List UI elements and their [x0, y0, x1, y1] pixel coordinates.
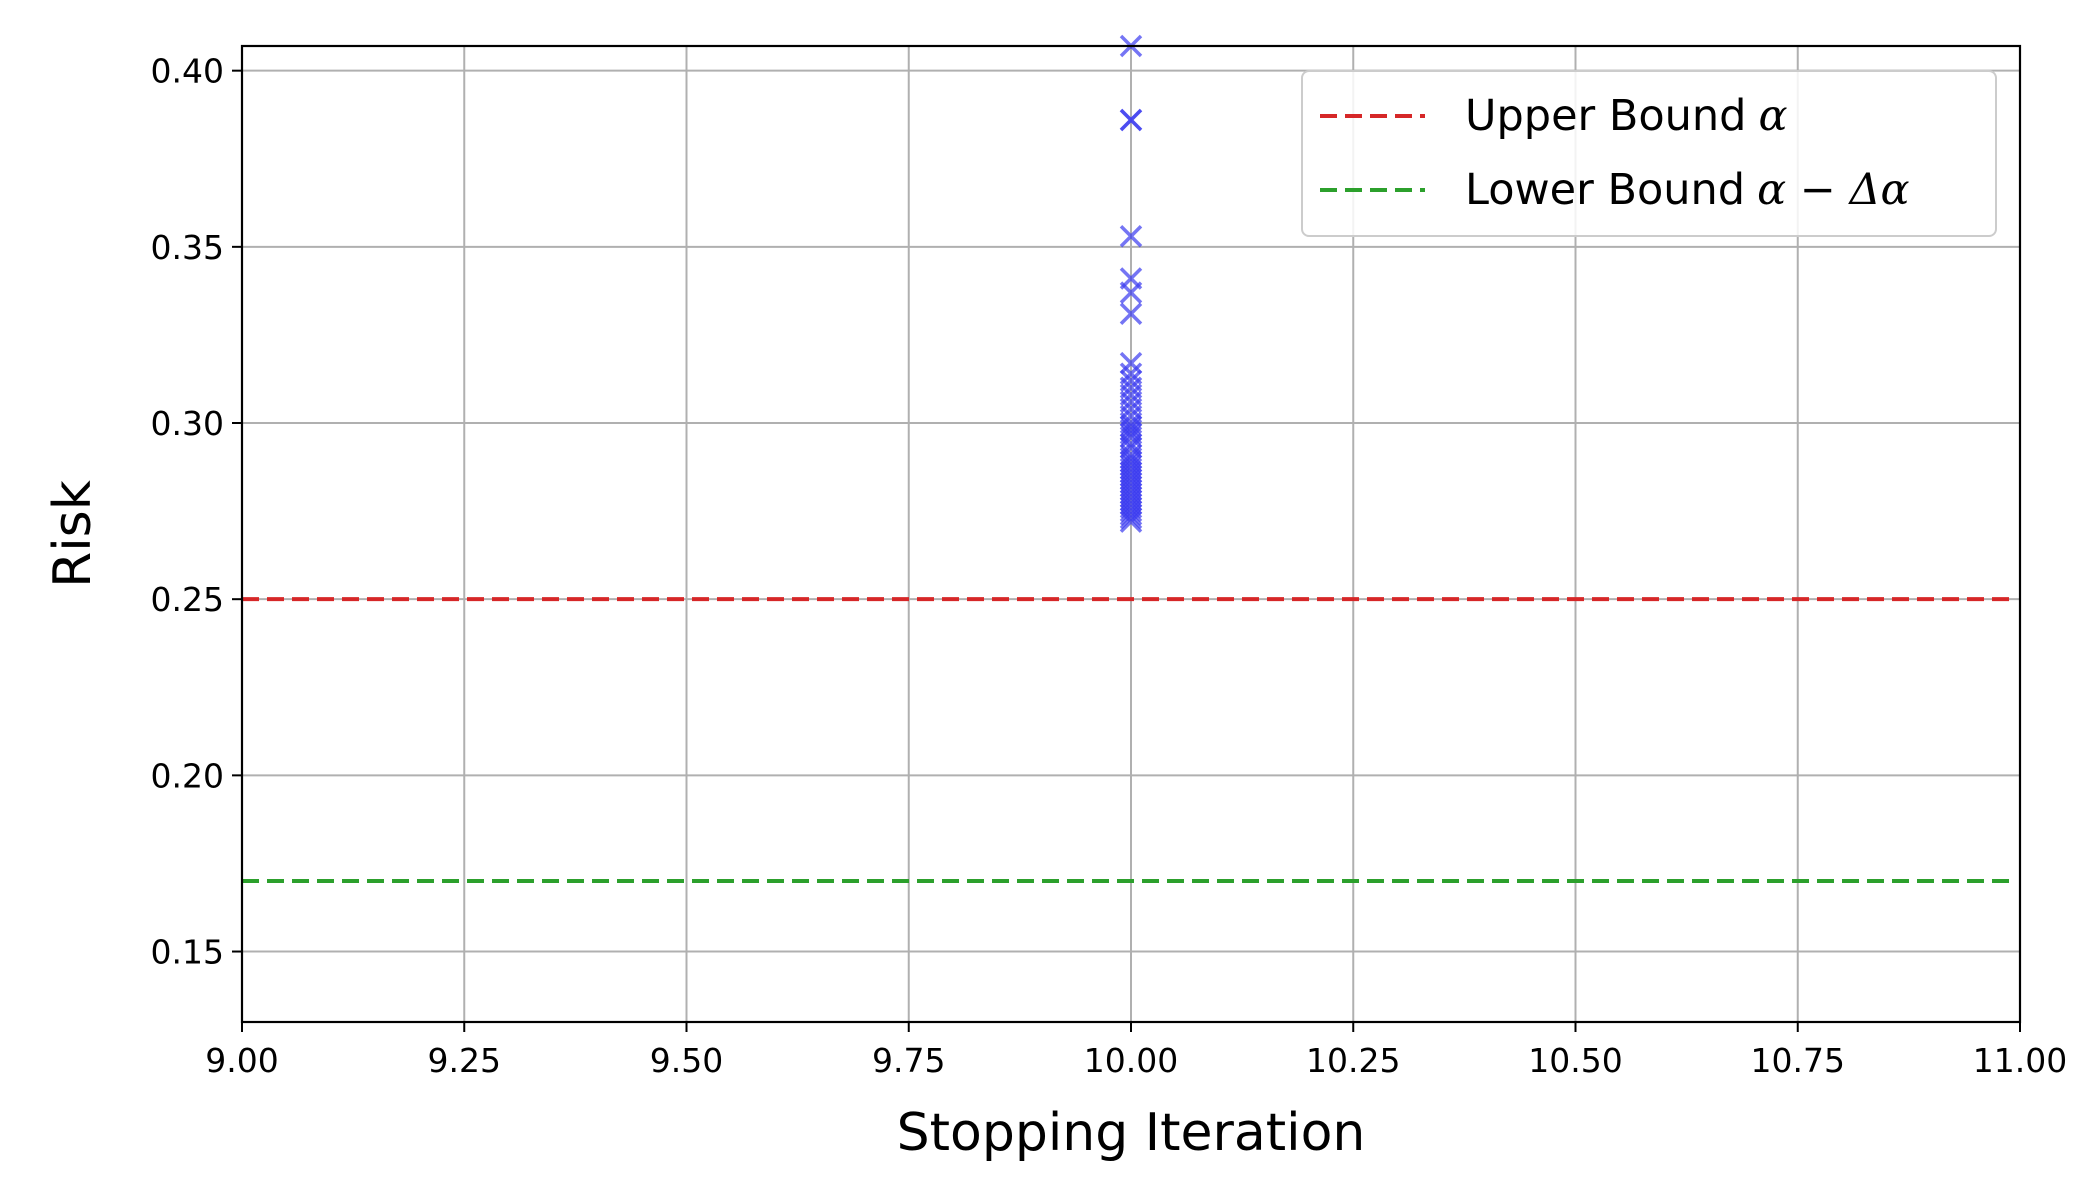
- legend-lower-symbol: α − Δα: [1757, 165, 1910, 215]
- scatter-point: [1119, 425, 1143, 449]
- legend-label-lower-bound: Lower Bound α − Δα: [1465, 165, 1910, 215]
- y-tick-label: 0.30: [151, 404, 224, 443]
- scatter-point: [1119, 108, 1143, 132]
- x-tick-label: 9.25: [428, 1041, 501, 1080]
- scatter-point: [1119, 503, 1143, 526]
- y-tick-label: 0.40: [151, 52, 224, 91]
- scatter-point: [1119, 225, 1143, 248]
- scatter-points: [1119, 34, 1143, 533]
- x-tick-label: 11.00: [1973, 1041, 2067, 1080]
- x-tick-label: 9.50: [650, 1041, 723, 1080]
- x-tick-label: 9.00: [205, 1041, 278, 1080]
- scatter-point: [1119, 302, 1143, 326]
- x-tick-label: 10.25: [1306, 1041, 1400, 1080]
- scatter-point: [1119, 281, 1143, 304]
- x-axis-label: Stopping Iteration: [897, 1103, 1366, 1163]
- scatter-point: [1119, 351, 1143, 375]
- scatter-point: [1119, 499, 1143, 523]
- legend-upper-symbol: α: [1758, 91, 1787, 141]
- legend-upper-name: Upper Bound: [1465, 91, 1746, 141]
- scatter-point: [1119, 415, 1143, 438]
- y-tick-label: 0.15: [151, 933, 224, 972]
- y-tick-label: 0.25: [151, 580, 224, 619]
- x-tick-label: 10.00: [1084, 1041, 1178, 1080]
- scatter-point: [1119, 510, 1143, 533]
- x-tick-label: 10.75: [1751, 1041, 1845, 1080]
- legend-label-upper-bound: Upper Bound α: [1465, 91, 1788, 141]
- legend-box: [1301, 70, 1997, 237]
- scatter-point: [1119, 506, 1143, 530]
- y-tick-label: 0.35: [151, 228, 224, 267]
- y-axis-label: Risk: [43, 480, 103, 588]
- x-tick-label: 9.75: [872, 1041, 945, 1080]
- legend-lower-name: Lower Bound: [1465, 165, 1745, 215]
- ticks: 9.00 9.25 9.50 9.75 10.00 10.25 10.50 10.75 11.0…: [151, 52, 2068, 1080]
- legend: Upper Bound α Lower Bound α − Δα: [1301, 70, 1997, 237]
- scatter-point: [1119, 418, 1143, 442]
- x-tick-label: 10.50: [1528, 1041, 1622, 1080]
- bound-lines: [242, 597, 2010, 884]
- y-tick-label: 0.20: [151, 756, 224, 795]
